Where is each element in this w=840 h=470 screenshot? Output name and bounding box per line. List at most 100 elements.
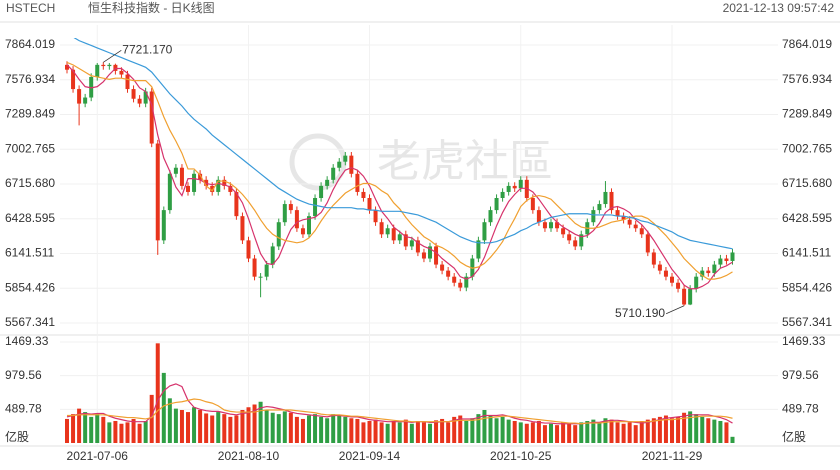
moving-average (66, 64, 733, 290)
candle-body (385, 228, 390, 235)
volume-bar (234, 415, 239, 443)
watermark-logo (289, 133, 347, 191)
volume-bar (385, 423, 390, 443)
volume-bar (676, 416, 681, 443)
volume-bar (561, 422, 566, 443)
candle-body (621, 216, 626, 220)
candle-body (512, 185, 517, 189)
volume-bar (325, 418, 330, 443)
volume-bar (494, 418, 499, 443)
volume-bar (379, 422, 384, 443)
volume-bar (143, 421, 148, 443)
candle-body (349, 155, 354, 174)
candle-body (240, 216, 245, 241)
candle-body (331, 167, 336, 180)
candle-body (101, 64, 106, 67)
volume-bar (319, 416, 324, 443)
y-tick-label: 6715.680 (5, 176, 55, 190)
volume-bar (367, 421, 372, 443)
volume-bar (240, 410, 245, 443)
volume-bar (542, 425, 547, 443)
candle-body (464, 276, 469, 288)
volume-bar (186, 412, 190, 443)
candle-body (107, 64, 112, 67)
volume-bar (337, 415, 342, 443)
volume-bar (361, 422, 366, 443)
candle-body (609, 191, 614, 211)
candle-body (95, 64, 100, 77)
volume-bar (77, 408, 82, 443)
volume-bar (536, 421, 541, 443)
candle-body (440, 264, 445, 271)
moving-average (66, 383, 733, 425)
volume-bar (83, 412, 88, 443)
volume-bar (276, 414, 281, 443)
volume-bar (700, 416, 705, 443)
volume-bar (663, 415, 668, 443)
candle-body (561, 228, 566, 235)
candle-body (179, 167, 184, 186)
volume-bar (300, 418, 305, 443)
candle-body (409, 240, 414, 247)
volume-bar (724, 422, 729, 443)
volume-bar (555, 425, 560, 443)
candle-body (143, 91, 148, 104)
candle-body (488, 210, 493, 223)
candle-body (282, 204, 287, 223)
candle-body (627, 219, 632, 225)
candle-body (446, 270, 451, 277)
candle-body (294, 210, 299, 229)
volume-bar (524, 423, 529, 443)
volume-bar (421, 422, 426, 443)
volume-bar (264, 410, 269, 443)
volume-bar (167, 398, 172, 443)
candle-body (258, 276, 263, 278)
volume-bar (573, 425, 578, 443)
candle-body (518, 179, 523, 189)
candle-body (313, 198, 318, 217)
candle-body (300, 228, 305, 235)
candle-body (264, 264, 269, 277)
candle-body (476, 240, 481, 259)
x-tick-label: 2021-10-25 (490, 449, 552, 463)
candle-body (506, 185, 511, 192)
candle-body (125, 74, 130, 90)
candle-body (343, 155, 348, 162)
volume-bar (530, 422, 535, 443)
x-tick-label: 2021-11-29 (642, 449, 703, 463)
annotation-leader (665, 305, 685, 315)
y-tick-label: 7002.765 (5, 141, 55, 155)
candle-body (700, 270, 705, 277)
volume-bar (591, 419, 596, 443)
volume-tick-label: 979.56 (5, 368, 42, 382)
candle-body (542, 222, 547, 229)
volume-bar (415, 421, 420, 443)
volume-bar (657, 416, 662, 443)
volume-bar (252, 404, 257, 443)
volume-bar (476, 414, 481, 443)
volume-bar (603, 418, 608, 443)
candle-body (645, 234, 650, 253)
candle-body (270, 246, 275, 265)
y-tick-label: 7576.934 (5, 72, 55, 86)
candle-body (591, 210, 596, 223)
watermark: 老虎社區 (377, 136, 553, 187)
volume-bar (621, 423, 626, 443)
annotation-label: 5710.190 (615, 306, 665, 320)
candle-body (555, 222, 560, 229)
candle-body (615, 210, 620, 217)
candle-body (597, 204, 602, 211)
volume-bar (343, 416, 348, 443)
volume-tick-label-right: 1469.33 (782, 334, 826, 348)
candle-body (307, 216, 311, 235)
y-tick-label: 5854.426 (5, 280, 55, 294)
candle-body (113, 64, 118, 71)
volume-bar (718, 421, 723, 443)
y-tick-label: 7289.849 (5, 107, 55, 121)
candle-body (633, 224, 638, 229)
candle-body (167, 173, 172, 211)
volume-bar (452, 416, 457, 443)
candle-body (228, 185, 233, 192)
candle-body (216, 179, 221, 192)
